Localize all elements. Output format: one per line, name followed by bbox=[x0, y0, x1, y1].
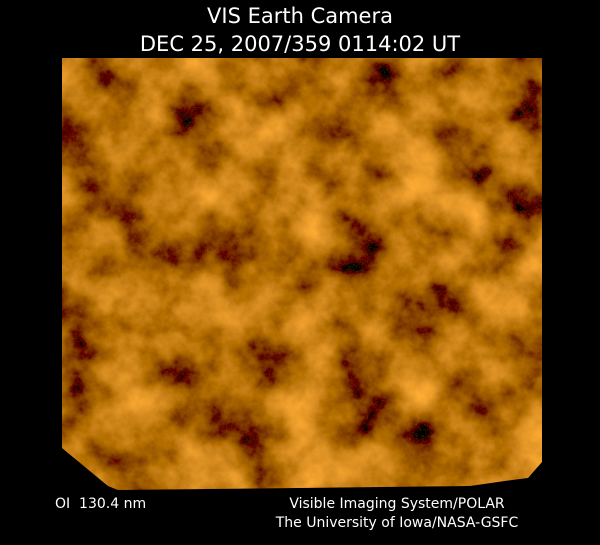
image-texture bbox=[62, 58, 542, 490]
camera-image bbox=[62, 58, 542, 490]
credit-line: The University of Iowa/NASA-GSFC bbox=[275, 515, 519, 531]
credit-line: Visible Imaging System/POLAR bbox=[289, 496, 505, 512]
title: VIS Earth Camera bbox=[207, 4, 393, 28]
filter-label: OI 130.4 nm bbox=[55, 496, 146, 512]
timestamp: DEC 25, 2007/359 0114:02 UT bbox=[140, 32, 460, 56]
